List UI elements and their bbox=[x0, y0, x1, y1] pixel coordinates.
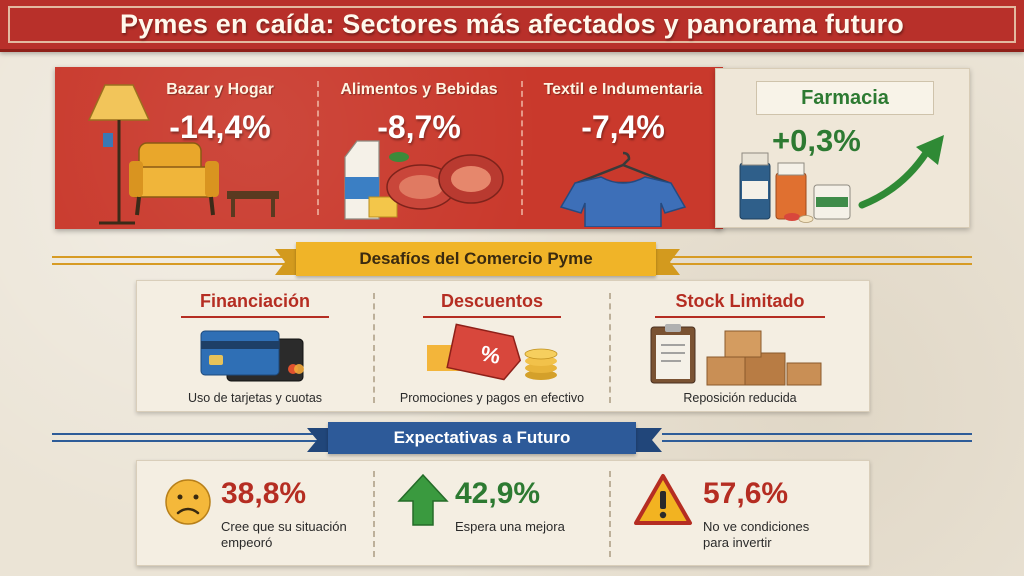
expectation-value: 42,9% bbox=[455, 477, 541, 510]
expectation-desc: Espera una mejora bbox=[455, 519, 565, 534]
sector-value: -14,4% bbox=[169, 109, 271, 145]
credit-cards-icon bbox=[200, 330, 304, 382]
expectation-divider bbox=[373, 471, 375, 557]
tshirt-hanger-icon bbox=[559, 151, 687, 227]
challenge-title: Stock Limitado bbox=[675, 291, 805, 311]
challenge-descuentos: Descuentos % Promociones y pagos en efec… bbox=[375, 281, 609, 413]
warning-icon bbox=[634, 474, 692, 525]
boxes-clipboard-icon bbox=[650, 324, 822, 386]
challenges-panel: Financiación Uso de tarjetas y cuotas De… bbox=[136, 280, 870, 412]
challenge-financiacion: Financiación Uso de tarjetas y cuotas bbox=[137, 281, 373, 413]
green-arrow-up-icon bbox=[397, 473, 449, 526]
sector-label: Textil e Indumentaria bbox=[543, 81, 703, 98]
sector-divider bbox=[317, 81, 319, 215]
sector-bazar-hogar: Bazar y Hogar -14,4% bbox=[55, 67, 315, 229]
sector-value: -7,4% bbox=[581, 109, 665, 145]
expectation-desc: Cree que su situación empeoró bbox=[221, 519, 347, 550]
expectation-divider bbox=[609, 471, 611, 557]
medicine-bottles-icon bbox=[739, 152, 851, 223]
discount-tag-icon: % bbox=[427, 323, 558, 381]
sector-divider bbox=[521, 81, 523, 215]
challenge-desc: Reposición reducida bbox=[683, 391, 797, 405]
expectations-heading: Expectativas a Futuro bbox=[328, 422, 636, 454]
challenge-desc: Uso de tarjetas y cuotas bbox=[187, 391, 323, 405]
ribbon-line-left bbox=[52, 433, 324, 442]
expectation-desc: No ve condiciones para invertir bbox=[703, 519, 810, 550]
pharmacy-card: Farmacia +0,3% bbox=[715, 68, 970, 228]
expectations-panel: 38,8% Cree que su situación empeoró 42,9… bbox=[136, 460, 870, 566]
sector-label: Alimentos y Bebidas bbox=[340, 81, 498, 98]
sector-decline-panel: Bazar y Hogar -14,4% Alimentos y Bebidas… bbox=[55, 67, 723, 229]
ribbon-line-left bbox=[52, 256, 295, 265]
pharmacy-value: +0,3% bbox=[772, 123, 861, 158]
challenge-rule bbox=[181, 316, 329, 318]
expectation-mejora: 42,9% Espera una mejora bbox=[375, 461, 609, 567]
expectation-empeoro: 38,8% Cree que su situación empeoró bbox=[137, 461, 373, 567]
challenge-stock-limitado: Stock Limitado Reposición reducida bbox=[611, 281, 869, 413]
sector-textil-indumentaria: Textil e Indumentaria -7,4% bbox=[523, 67, 723, 229]
sector-alimentos-bebidas: Alimentos y Bebidas -8,7% bbox=[319, 67, 519, 229]
page-title: Pymes en caída: Sectores más afectados y… bbox=[120, 9, 904, 39]
milk-meat-icon bbox=[344, 140, 504, 220]
challenge-desc: Promociones y pagos en efectivo bbox=[399, 391, 585, 405]
challenge-rule bbox=[655, 316, 825, 318]
ribbon-tail-right bbox=[632, 428, 662, 452]
ribbon-line-right bbox=[660, 256, 972, 265]
pharmacy-label: Farmacia bbox=[756, 81, 934, 115]
challenges-heading: Desafíos del Comercio Pyme bbox=[296, 242, 656, 276]
challenge-divider bbox=[373, 293, 375, 403]
title-banner: Pymes en caída: Sectores más afectados y… bbox=[0, 0, 1024, 52]
challenge-title: Descuentos bbox=[440, 291, 544, 311]
sector-label: Bazar y Hogar bbox=[166, 81, 274, 98]
arrow-up-icon bbox=[858, 135, 944, 209]
expectation-value: 57,6% bbox=[703, 477, 789, 510]
ribbon-tail-right bbox=[650, 249, 680, 275]
armchair-lamp-icon bbox=[87, 84, 279, 225]
expectation-no-invertir: 57,6% No ve condiciones para invertir bbox=[611, 461, 869, 567]
challenge-rule bbox=[423, 316, 561, 318]
sector-value: -8,7% bbox=[377, 109, 461, 145]
title-frame: Pymes en caída: Sectores más afectados y… bbox=[8, 6, 1016, 43]
challenge-title: Financiación bbox=[199, 291, 311, 311]
expectation-value: 38,8% bbox=[221, 477, 307, 510]
challenge-divider bbox=[609, 293, 611, 403]
ribbon-line-right bbox=[662, 433, 972, 442]
sad-face-icon bbox=[165, 479, 211, 525]
